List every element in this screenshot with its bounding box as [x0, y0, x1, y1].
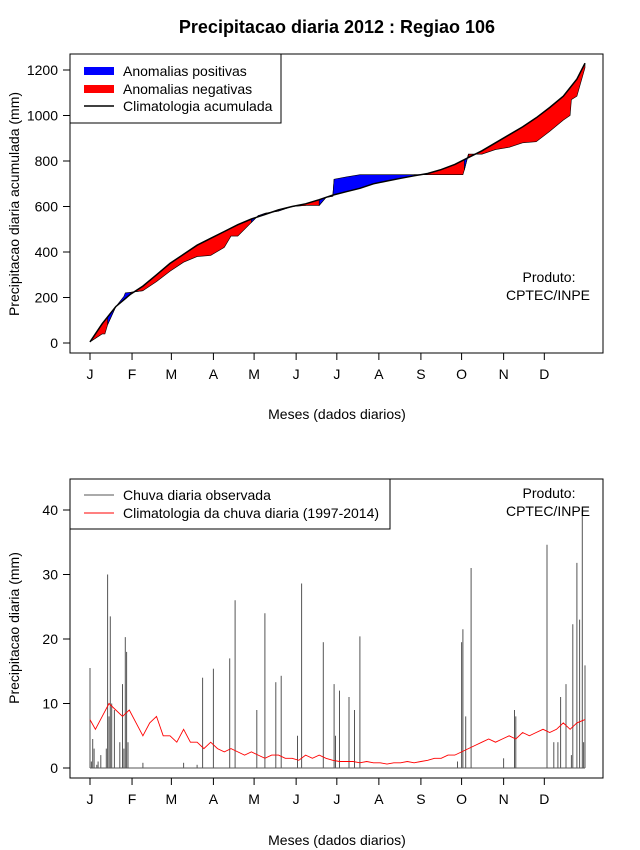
y-tick-label: 400 [35, 244, 59, 260]
accumulated-panel: 0 200 400 600 800 1000 1200 J F M A M J J A S O N D Preci… [6, 53, 604, 422]
daily-credit-line-1: Produto: [523, 485, 576, 501]
negative-anomaly-area [130, 214, 259, 295]
legend-label-negative: Anomalias negativas [123, 81, 252, 97]
x-tick-label: J [87, 366, 94, 382]
daily-climatology-line [89, 702, 586, 765]
x-tick-label: D [539, 791, 549, 807]
figure-title: Precipitacao diaria 2012 : Regiao 106 [179, 17, 495, 37]
y-tick-label: 1000 [27, 108, 58, 124]
positive-anomaly-area [107, 285, 144, 325]
accumulated-credit-line-2: CPTEC/INPE [506, 287, 590, 303]
x-tick-label: M [248, 791, 260, 807]
negative-anomaly-area [468, 63, 586, 159]
y-tick-label: 0 [50, 335, 58, 351]
accumulated-y-label: Precipitacao diaria acumulada (mm) [6, 92, 22, 316]
accumulated-legend: Anomalias positivas Anomalias negativas … [69, 53, 282, 124]
x-tick-label: A [374, 791, 384, 807]
x-tick-label: O [456, 791, 467, 807]
y-tick-label: 600 [35, 199, 59, 215]
x-tick-label: M [166, 791, 178, 807]
x-tick-label: F [128, 366, 137, 382]
climatology-accumulated-line [89, 62, 586, 343]
accumulated-x-label: Meses (dados diarios) [268, 406, 406, 422]
x-tick-label: S [416, 366, 425, 382]
y-tick-label: 800 [35, 153, 59, 169]
x-tick-label: S [416, 791, 425, 807]
daily-legend: Chuva diaria observada Climatologia da c… [69, 478, 391, 530]
y-tick-label: 10 [42, 696, 58, 712]
y-tick-label: 20 [42, 631, 58, 647]
legend-label-positive: Anomalias positivas [123, 63, 247, 79]
x-tick-label: A [209, 791, 219, 807]
x-tick-label: A [374, 366, 384, 382]
x-tick-label: D [539, 366, 549, 382]
x-tick-label: M [248, 366, 260, 382]
y-tick-label: 0 [50, 760, 58, 776]
y-tick-label: 30 [42, 567, 58, 583]
daily-panel: 0 10 20 30 40 J F M A M J J A S O N D Precipitacao diar… [6, 478, 604, 848]
y-tick-label: 200 [35, 290, 59, 306]
x-tick-label: J [333, 791, 340, 807]
daily-y-axis: 0 10 20 30 40 [42, 502, 70, 776]
negative-anomaly-area [413, 154, 469, 177]
daily-credit-line-2: CPTEC/INPE [506, 503, 590, 519]
accumulated-plot-area [89, 62, 586, 343]
x-tick-label: J [87, 791, 94, 807]
daily-y-label: Precipitacao diaria (mm) [6, 552, 22, 704]
daily-legend-box [69, 478, 391, 530]
x-tick-label: N [499, 366, 509, 382]
x-tick-label: J [333, 366, 340, 382]
daily-x-label: Meses (dados diarios) [268, 832, 406, 848]
x-tick-label: J [293, 791, 300, 807]
x-tick-label: M [166, 366, 178, 382]
legend-label-climatology: Climatologia acumulada [123, 98, 273, 114]
x-tick-label: O [456, 366, 467, 382]
x-tick-label: F [128, 791, 137, 807]
x-tick-label: J [293, 366, 300, 382]
y-tick-label: 40 [42, 502, 58, 518]
legend-label-observed: Chuva diaria observada [123, 487, 271, 503]
daily-plot-area [89, 510, 586, 769]
accumulated-y-axis: 0 200 400 600 800 1000 1200 [27, 62, 70, 351]
legend-label-daily-climatology: Climatologia da chuva diaria (1997-2014) [123, 505, 379, 521]
y-tick-label: 1200 [27, 62, 58, 78]
x-tick-label: N [499, 791, 509, 807]
x-tick-label: A [209, 366, 219, 382]
accumulated-credit-line-1: Produto: [523, 269, 576, 285]
positive-anomaly-area [332, 173, 429, 197]
